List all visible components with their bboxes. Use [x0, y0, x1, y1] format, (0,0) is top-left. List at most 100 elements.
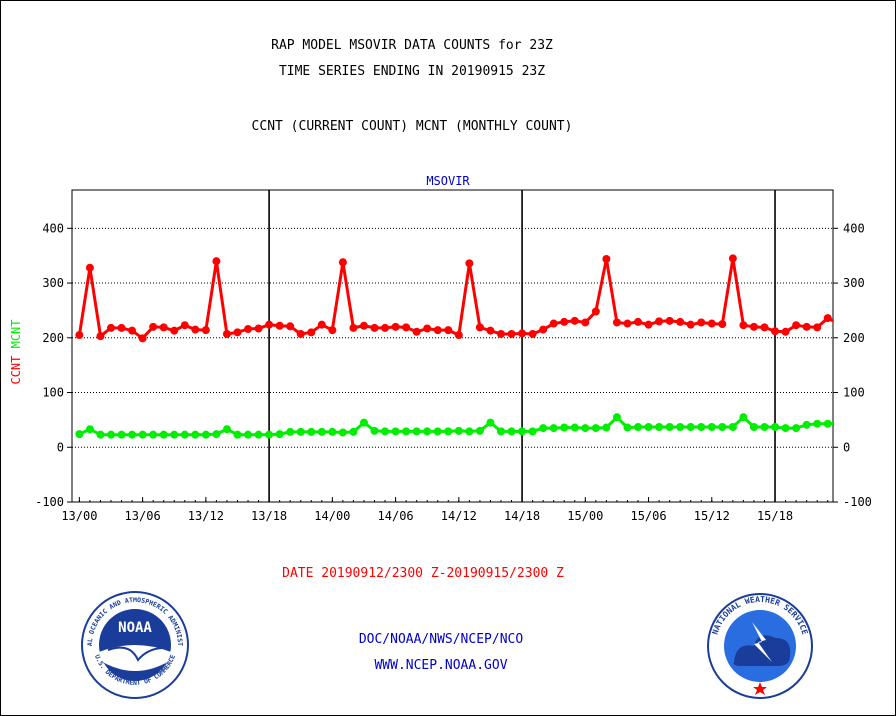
y-axis-label-mcnt: MCNT — [9, 319, 23, 348]
data-point-ccnt — [507, 329, 516, 338]
data-point-mcnt — [191, 430, 200, 439]
y-tick-label-right: 200 — [843, 331, 865, 345]
data-point-mcnt — [591, 424, 600, 433]
data-point-mcnt — [402, 427, 411, 436]
y-tick-label-left: 0 — [57, 440, 64, 454]
data-point-mcnt — [159, 430, 168, 439]
data-point-mcnt — [465, 427, 474, 436]
data-point-ccnt — [813, 323, 822, 332]
data-point-ccnt — [465, 259, 474, 268]
x-tick-label: 14/12 — [441, 509, 477, 523]
data-point-ccnt — [602, 254, 611, 263]
data-point-ccnt — [265, 320, 274, 329]
data-point-ccnt — [159, 323, 168, 332]
data-point-ccnt — [697, 318, 706, 327]
y-tick-label-left: 100 — [42, 386, 64, 400]
data-point-mcnt — [834, 419, 842, 427]
data-point-ccnt — [286, 322, 295, 331]
noaa-logo: NOAA NATIONAL OCEANIC AND ATMOSPHERIC AD… — [80, 590, 189, 699]
data-point-ccnt — [623, 319, 632, 328]
data-point-mcnt — [128, 430, 137, 439]
data-point-ccnt — [349, 323, 358, 332]
data-point-ccnt — [317, 320, 326, 329]
data-point-ccnt — [402, 323, 411, 332]
data-point-mcnt — [475, 426, 484, 435]
data-point-mcnt — [623, 423, 632, 432]
data-point-ccnt — [128, 326, 137, 335]
data-point-ccnt — [591, 307, 600, 316]
data-point-mcnt — [265, 430, 274, 439]
data-point-ccnt — [359, 321, 368, 330]
data-point-ccnt — [75, 331, 84, 340]
data-point-mcnt — [823, 419, 832, 428]
data-point-ccnt — [254, 324, 263, 333]
data-point-ccnt — [728, 254, 737, 263]
data-point-ccnt — [686, 320, 695, 329]
data-point-ccnt — [85, 263, 94, 272]
data-point-ccnt — [676, 317, 685, 326]
data-point-mcnt — [286, 427, 295, 436]
data-point-ccnt — [845, 318, 853, 326]
data-point-mcnt — [106, 430, 115, 439]
data-point-ccnt — [518, 329, 527, 338]
data-point-ccnt — [170, 326, 179, 335]
data-point-ccnt — [117, 323, 126, 332]
data-point-mcnt — [581, 424, 590, 433]
data-point-ccnt — [444, 326, 453, 335]
data-point-ccnt — [760, 323, 769, 332]
data-point-mcnt — [454, 426, 463, 435]
data-point-mcnt — [718, 423, 727, 432]
chart-panel-title: MSOVIR — [426, 174, 470, 188]
x-tick-label: 14/06 — [378, 509, 414, 523]
data-point-mcnt — [602, 423, 611, 432]
data-point-mcnt — [644, 423, 653, 432]
data-point-mcnt — [222, 425, 231, 434]
date-range-label: DATE 20190912/2300 Z-20190915/2300 Z — [282, 566, 564, 581]
data-point-mcnt — [381, 427, 390, 436]
data-point-mcnt — [338, 428, 347, 437]
data-point-mcnt — [771, 423, 780, 432]
data-point-mcnt — [201, 430, 210, 439]
data-point-mcnt — [539, 424, 548, 433]
data-point-ccnt — [496, 329, 505, 338]
x-tick-label: 13/18 — [251, 509, 287, 523]
data-point-mcnt — [244, 430, 253, 439]
data-point-mcnt — [739, 413, 748, 422]
chart-subtitle: CCNT (CURRENT COUNT) MCNT (MONTHLY COUNT… — [251, 119, 573, 134]
y-tick-label-right: 300 — [843, 276, 865, 290]
data-point-ccnt — [433, 326, 442, 335]
data-point-ccnt — [634, 317, 643, 326]
data-point-ccnt — [454, 331, 463, 340]
data-point-mcnt — [486, 418, 495, 427]
data-point-ccnt — [781, 327, 790, 336]
website-link[interactable]: WWW.NCEP.NOAA.GOV — [374, 658, 508, 673]
data-point-ccnt — [528, 329, 537, 338]
y-axis-label-ccnt: CCNT — [9, 348, 23, 384]
data-point-ccnt — [222, 329, 231, 338]
x-tick-label: 14/18 — [504, 509, 540, 523]
data-point-mcnt — [528, 427, 537, 436]
data-point-mcnt — [634, 423, 643, 432]
data-point-mcnt — [781, 424, 790, 433]
chart-title-line1: RAP MODEL MSOVIR DATA COUNTS for 23Z — [271, 38, 553, 53]
y-tick-label-left: -100 — [35, 495, 64, 509]
x-tick-label: 13/06 — [125, 509, 161, 523]
x-tick-label: 13/12 — [188, 509, 224, 523]
data-point-mcnt — [665, 423, 674, 432]
data-point-mcnt — [349, 427, 358, 436]
data-point-mcnt — [85, 425, 94, 434]
data-point-mcnt — [96, 430, 105, 439]
data-point-ccnt — [338, 258, 347, 267]
data-point-ccnt — [539, 325, 548, 334]
data-point-mcnt — [728, 423, 737, 432]
y-tick-label-right: 0 — [843, 440, 850, 454]
y-tick-label-right: 100 — [843, 386, 865, 400]
data-point-mcnt — [866, 419, 874, 427]
data-point-mcnt — [549, 424, 558, 433]
data-point-mcnt — [275, 430, 284, 439]
data-point-ccnt — [749, 322, 758, 331]
data-point-mcnt — [813, 419, 822, 428]
y-axis-label: CCNT MCNT — [9, 319, 23, 384]
x-tick-label: 15/06 — [630, 509, 666, 523]
